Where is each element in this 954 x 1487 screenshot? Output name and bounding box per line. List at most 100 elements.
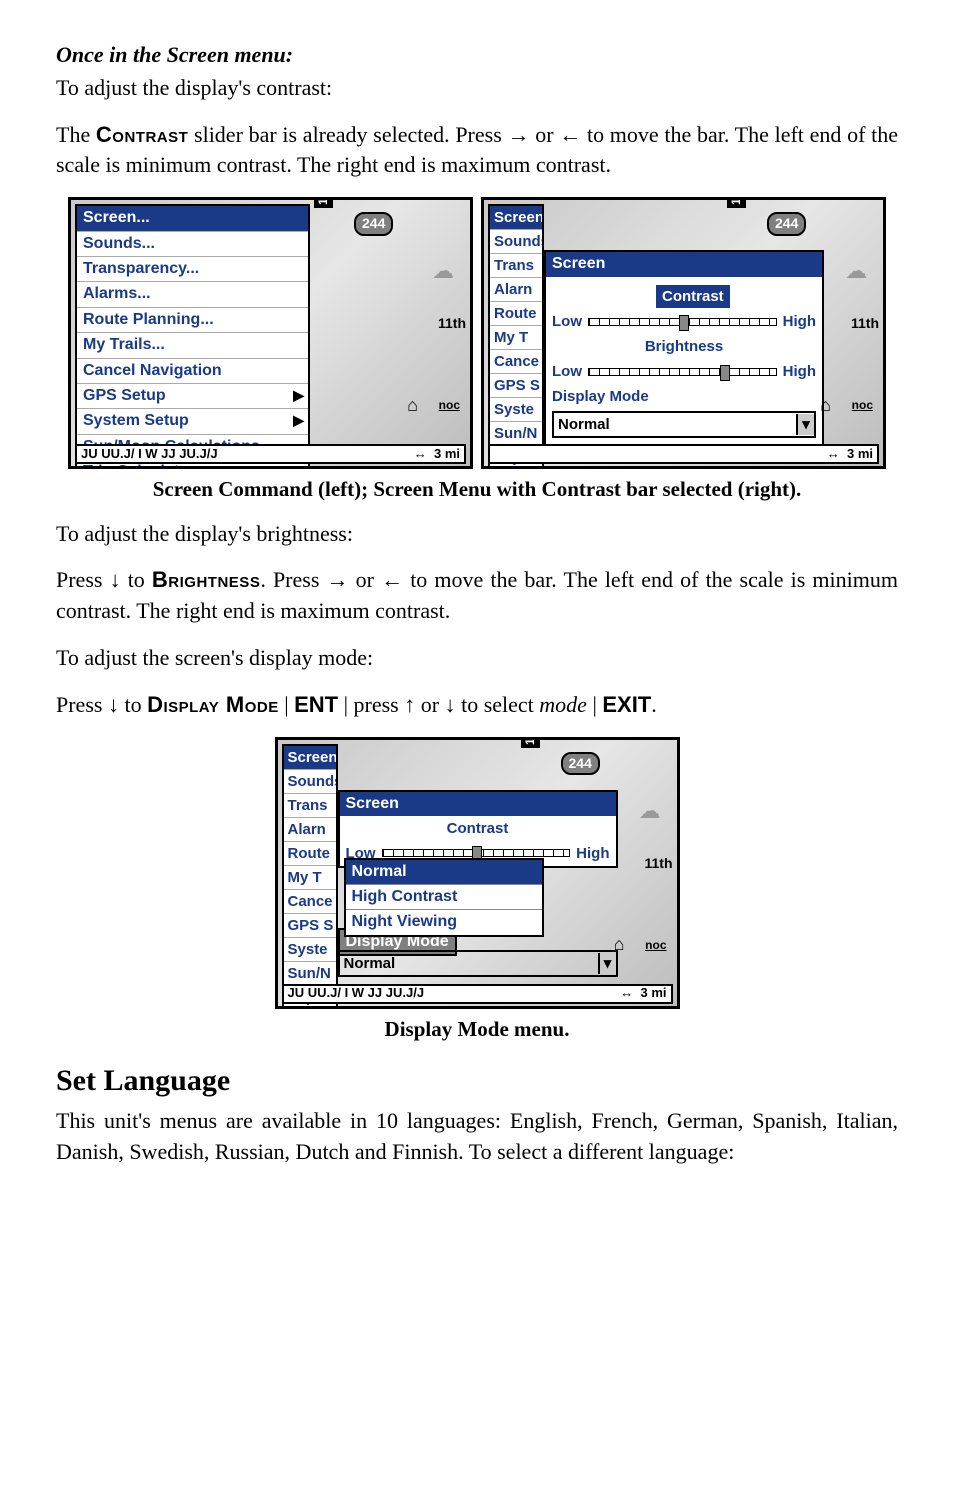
- status-bar: JU UU.J/ I W JJ JU.J/J ↔ 3 mi: [282, 984, 673, 1004]
- label-11th: 11th: [851, 314, 879, 334]
- menu-item-alarms[interactable]: Alarms...: [77, 282, 308, 307]
- menu-item[interactable]: Screen...: [490, 206, 542, 230]
- option-night-viewing[interactable]: Night Viewing: [346, 910, 542, 934]
- para-adjust-display-mode: To adjust the screen's display mode:: [56, 643, 898, 674]
- menu-item[interactable]: Sounds...: [284, 770, 336, 794]
- para-adjust-contrast: To adjust the display's contrast:: [56, 73, 898, 104]
- option-normal[interactable]: Normal: [346, 860, 542, 885]
- menu-item[interactable]: GPS S: [490, 374, 542, 398]
- menu-item-system-setup[interactable]: System Setup▶: [77, 409, 308, 434]
- subhead-once-in-screen: Once in the Screen menu:: [56, 40, 898, 71]
- status-dist: 3 mi: [434, 446, 460, 461]
- menu-item[interactable]: My T: [284, 866, 336, 890]
- menu-item-sounds[interactable]: Sounds...: [77, 232, 308, 257]
- brightness-thumb[interactable]: [720, 365, 730, 381]
- menu-item[interactable]: Syste: [284, 938, 336, 962]
- word-exit: EXIT: [602, 692, 651, 717]
- map-background: 129t 244 ☁ 11th ⌂ noc: [314, 206, 464, 436]
- menu-item[interactable]: GPS S: [284, 914, 336, 938]
- brightness-slider[interactable]: [588, 368, 777, 376]
- screenshot-display-mode: Screen... Sounds... Trans Alarn Route My…: [275, 737, 680, 1009]
- txt: |: [587, 692, 602, 717]
- display-mode-select-wrap: Normal ▾: [338, 950, 618, 977]
- caption-2: Display Mode menu.: [56, 1015, 898, 1044]
- chevron-right-icon: ▶: [293, 386, 304, 406]
- screenshot-row-1: Screen... Sounds... Transparency... Alar…: [56, 197, 898, 469]
- menu-item[interactable]: Syste: [490, 398, 542, 422]
- display-mode-value: Normal: [340, 952, 598, 975]
- menu-item-gps-setup[interactable]: GPS Setup ▶: [77, 384, 308, 409]
- contrast-slider[interactable]: [382, 849, 571, 857]
- badge-129t: 129t: [727, 197, 746, 208]
- badge-129t: 129t: [521, 737, 540, 748]
- status-right: ↔ 3 mi: [414, 445, 460, 463]
- menu-item[interactable]: Alarn: [284, 818, 336, 842]
- menu-item-cancel-nav[interactable]: Cancel Navigation: [77, 359, 308, 384]
- option-high-contrast[interactable]: High Contrast: [346, 885, 542, 910]
- para-display-mode-body: Press ↓ to Display Mode | ENT | press ↑ …: [56, 690, 898, 721]
- menu-item[interactable]: Cance: [284, 890, 336, 914]
- menu-item-screen[interactable]: Screen...: [77, 206, 308, 231]
- display-mode-label: Display Mode: [546, 384, 822, 409]
- lbl: GPS Setup: [83, 387, 166, 404]
- status-coords: JU UU.J/ I W JJ JU.J/J: [81, 445, 218, 463]
- screenshot-screen-command: Screen... Sounds... Transparency... Alar…: [68, 197, 473, 469]
- label-noc: noc: [852, 397, 873, 414]
- word-contrast: Contrast: [96, 122, 188, 147]
- menu-item-transparency[interactable]: Transparency...: [77, 257, 308, 282]
- chevron-down-icon[interactable]: ▾: [598, 953, 616, 974]
- txt: or: [415, 692, 444, 717]
- menu-item[interactable]: Sounds...: [490, 230, 542, 254]
- contrast-slider[interactable]: [588, 318, 777, 326]
- menu-item-route-planning[interactable]: Route Planning...: [77, 308, 308, 333]
- menu-item[interactable]: Cance: [490, 350, 542, 374]
- arrow-right-icon: →: [327, 567, 349, 592]
- para-adjust-brightness: To adjust the display's brightness:: [56, 519, 898, 550]
- txt: slider bar is already selected. Press: [188, 122, 507, 147]
- menu-item[interactable]: Sun/N: [284, 962, 336, 986]
- badge-244: 244: [561, 752, 600, 776]
- label-11th: 11th: [644, 854, 672, 874]
- menu-item[interactable]: Sun/N: [490, 422, 542, 446]
- word-brightness: Brightness: [152, 567, 260, 592]
- heading-set-language: Set Language: [56, 1060, 898, 1102]
- chevron-down-icon[interactable]: ▾: [796, 414, 814, 435]
- submenu-title: Screen: [340, 792, 616, 816]
- contrast-thumb[interactable]: [679, 315, 689, 331]
- txt: or: [349, 567, 382, 592]
- menu-item[interactable]: Route: [490, 302, 542, 326]
- arrow-up-icon: ↑: [404, 692, 415, 717]
- arrow-down-icon: ↓: [108, 692, 119, 717]
- menu-item[interactable]: Alarn: [490, 278, 542, 302]
- screenshot-screen-contrast: Screen... Sounds... Trans Alarn Route My…: [481, 197, 886, 469]
- caption-1: Screen Command (left); Screen Menu with …: [56, 475, 898, 504]
- menu-item[interactable]: Route: [284, 842, 336, 866]
- cloud-icon: ☁: [845, 256, 867, 287]
- status-bar: ↔ 3 mi: [488, 444, 879, 464]
- arrow-down-icon: ↓: [445, 692, 456, 717]
- label-11th: 11th: [438, 314, 466, 334]
- chevron-right-icon: ▶: [293, 411, 304, 431]
- menu-item-my-trails[interactable]: My Trails...: [77, 333, 308, 358]
- txt: Press: [56, 567, 110, 592]
- contrast-label: Contrast: [340, 816, 616, 841]
- display-mode-value: Normal: [554, 413, 796, 436]
- brightness-slider-row: Low High: [546, 359, 822, 384]
- arrow-down-icon: ↓: [110, 567, 121, 592]
- menu-item[interactable]: Screen...: [284, 746, 336, 770]
- display-mode-select[interactable]: Normal ▾: [552, 411, 816, 438]
- status-right: ↔ 3 mi: [620, 984, 666, 1002]
- txt: .: [651, 692, 657, 717]
- display-mode-select[interactable]: Normal ▾: [338, 950, 618, 977]
- status-bar: JU UU.J/ I W JJ JU.J/J ↔ 3 mi: [75, 444, 466, 464]
- cloud-icon: ☁: [432, 256, 454, 287]
- word-mode: mode: [539, 692, 587, 717]
- brightness-label: Brightness: [546, 334, 822, 359]
- menu-item[interactable]: Trans: [490, 254, 542, 278]
- menu-item[interactable]: My T: [490, 326, 542, 350]
- menu-item[interactable]: Trans: [284, 794, 336, 818]
- status-coords: JU UU.J/ I W JJ JU.J/J: [288, 984, 425, 1002]
- high-label: High: [576, 843, 609, 864]
- word-ent: ENT: [294, 692, 338, 717]
- house-icon: ⌂: [407, 393, 418, 418]
